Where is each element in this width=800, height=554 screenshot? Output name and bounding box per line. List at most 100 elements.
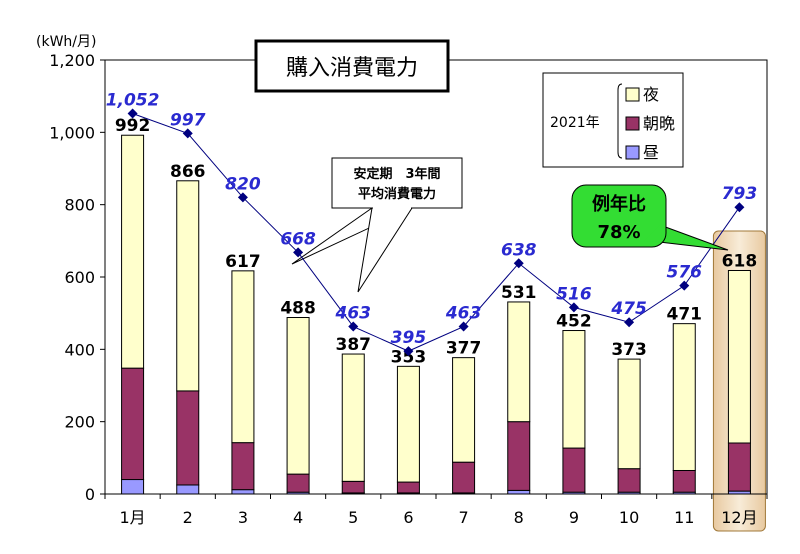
bar-segment	[727, 269, 751, 444]
x-tick-label: 8	[514, 508, 524, 527]
x-tick-label: 2	[183, 508, 193, 527]
bar-segment	[121, 367, 145, 481]
average-value-label: 668	[280, 229, 316, 249]
callout-ratio-line1: 例年比	[592, 193, 646, 215]
bar-segment	[341, 480, 365, 494]
average-point	[458, 321, 469, 332]
average-point	[237, 192, 248, 203]
bar-segment	[231, 489, 255, 495]
average-point	[679, 280, 690, 291]
average-point	[568, 302, 579, 313]
legend-label-morning-evening: 朝晩	[643, 114, 675, 133]
y-tick-label: 400	[64, 340, 95, 359]
average-point	[513, 258, 524, 269]
total-label: 353	[391, 347, 427, 367]
bar-segment	[452, 357, 476, 463]
bar-segment	[231, 270, 255, 444]
y-axis: 0 200 400 600 800 1,000 1,200	[49, 51, 105, 504]
callout-average-line1: 安定期 3年間	[353, 166, 440, 182]
title-box: 購入消費電力	[254, 39, 450, 93]
x-axis: 1月 2 3 4 5 6 7 8 9 10 11 12月	[104, 494, 768, 527]
y-tick-label: 1,000	[49, 123, 95, 142]
average-value-label: 576	[667, 263, 703, 283]
y-tick-label: 1,200	[49, 51, 95, 70]
average-line	[132, 113, 740, 352]
average-value-label: 475	[610, 299, 647, 319]
legend-swatch-morning-evening	[625, 116, 640, 131]
average-point	[403, 346, 414, 357]
bar-segment	[507, 301, 531, 423]
total-label: 618	[722, 251, 758, 271]
legend-label-daytime: 昼	[643, 143, 659, 162]
bar-segment	[121, 134, 145, 369]
bar-segment	[672, 323, 696, 471]
x-tick-label: 7	[458, 508, 468, 527]
x-tick-label: 10	[619, 508, 639, 527]
callout-average-line2: 平均消費電力	[358, 186, 436, 202]
legend-swatch-night	[625, 87, 640, 102]
total-labels: 992 866 617 488 387 353 377 531 452 373 471 618	[115, 116, 757, 367]
total-label: 488	[280, 299, 316, 319]
total-label: 617	[225, 252, 261, 272]
average-point	[182, 128, 193, 139]
x-tick-label: 3	[238, 508, 248, 527]
bar-segment	[121, 479, 145, 495]
chart-title: 購入消費電力	[286, 56, 418, 81]
x-tick-label: 1月	[119, 508, 145, 527]
total-label: 377	[446, 339, 482, 359]
bar-segment	[452, 461, 476, 494]
total-label: 866	[170, 162, 206, 182]
bar-segment	[562, 330, 586, 449]
average-line-series: 1,052 997 820 668 463 395 463 638 516 475 576 793	[106, 91, 757, 357]
x-tick-label: 4	[293, 508, 303, 527]
bar-segment	[176, 180, 200, 392]
total-label: 992	[115, 116, 151, 136]
y-tick-label: 600	[64, 268, 95, 287]
average-point	[348, 321, 359, 332]
average-value-label: 820	[225, 174, 261, 194]
y-tick-label: 200	[64, 413, 95, 432]
bar-segment	[617, 468, 641, 493]
callout-average: 安定期 3年間 平均消費電力	[291, 157, 463, 293]
bar-segment	[727, 442, 751, 492]
bar-segment	[396, 365, 420, 483]
x-tick-label: 12月	[721, 508, 757, 527]
bar-segment	[286, 473, 310, 493]
average-value-label: 1,052	[106, 91, 160, 111]
unit-label: (kWh/月)	[36, 34, 96, 50]
average-value-label: 638	[501, 240, 537, 260]
bar-segment	[672, 469, 696, 493]
callout-ratio-line2: 78%	[597, 222, 640, 243]
bar-segment	[562, 447, 586, 493]
total-label: 373	[611, 340, 647, 360]
total-label: 387	[336, 335, 372, 355]
average-point	[734, 202, 745, 213]
bar-segment	[617, 358, 641, 470]
y-tick-label: 800	[64, 196, 95, 215]
total-label: 452	[556, 312, 592, 332]
bar-segment	[507, 489, 531, 495]
bar-segment	[176, 390, 200, 486]
x-tick-label: 9	[569, 508, 579, 527]
bar-segment	[176, 484, 200, 495]
bar-segment	[507, 421, 531, 491]
average-value-label: 395	[391, 328, 427, 348]
average-point	[127, 108, 138, 119]
x-tick-label: 11	[674, 508, 694, 527]
callout-ratio: 例年比 78%	[571, 184, 729, 251]
bar-series	[121, 134, 751, 495]
average-value-label: 997	[170, 110, 206, 130]
bar-segment	[231, 442, 255, 491]
bar-segment	[341, 353, 365, 482]
bar-segment	[396, 481, 420, 494]
average-value-label: 516	[556, 284, 592, 304]
total-label: 471	[667, 305, 703, 325]
x-tick-label: 5	[348, 508, 358, 527]
average-value-label: 463	[335, 304, 372, 324]
legend-label-night: 夜	[643, 85, 659, 104]
x-tick-label: 6	[403, 508, 413, 527]
average-value-label: 463	[445, 304, 482, 324]
y-tick-label: 0	[85, 485, 95, 504]
total-label: 531	[501, 283, 537, 303]
